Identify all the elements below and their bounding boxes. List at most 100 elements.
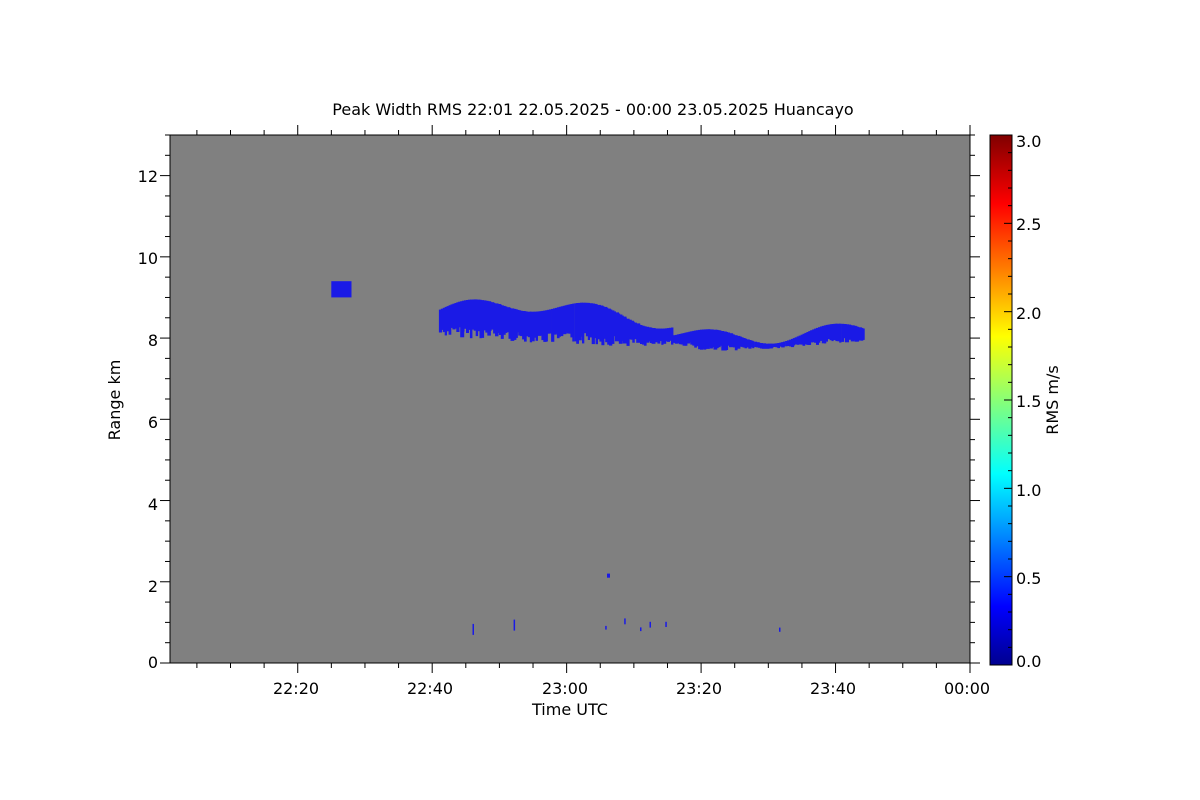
y-tick-label: 12	[138, 167, 158, 186]
y-tick-labels: 0 2 4 6 8 10 12	[138, 167, 158, 672]
x-tick-label: 22:40	[407, 679, 453, 698]
colorbar-ticks	[1004, 134, 1012, 666]
echo-cell	[752, 341, 755, 349]
echo-cell	[634, 322, 637, 340]
echo-cell	[454, 303, 458, 329]
echo-cell	[730, 333, 734, 347]
echo-cell	[777, 343, 780, 349]
echo-speck	[640, 627, 642, 632]
echo-cell	[788, 339, 792, 347]
echo-cell	[462, 300, 465, 332]
echo-cell	[535, 311, 538, 341]
colorbar-tick-label: 1.5	[1016, 392, 1041, 411]
x-tick-label: 00:00	[944, 679, 990, 698]
echo-cell	[823, 325, 827, 344]
echo-cell	[564, 305, 567, 333]
echo-cell	[520, 310, 523, 337]
echo-cell	[502, 305, 506, 335]
echo-cell	[781, 342, 785, 348]
colorbar-label: RMS m/s	[1043, 365, 1062, 434]
echo-cell	[498, 304, 502, 335]
echo-cell	[754, 341, 758, 348]
echo-cell	[495, 303, 499, 337]
echo-cell	[448, 305, 452, 335]
echo-cell	[626, 318, 630, 346]
echo-cell	[671, 327, 674, 345]
echo-cell	[516, 309, 520, 333]
echo-cell	[725, 332, 729, 350]
echo-cell	[746, 339, 750, 348]
echo-speck	[472, 623, 474, 635]
echo-cell	[471, 299, 475, 330]
echo-cell	[792, 338, 796, 346]
echo-cell	[566, 304, 570, 334]
echo-cell	[769, 343, 773, 349]
echo-cell	[816, 327, 819, 345]
echo-cell	[609, 309, 613, 346]
echo-cell	[554, 307, 558, 334]
echo-cell	[667, 328, 670, 342]
echo-cell	[438, 309, 442, 333]
colorbar-tick-label: 1.0	[1016, 481, 1041, 500]
echo-cell	[562, 305, 567, 335]
echo-cell	[748, 340, 752, 349]
echo-cell	[649, 327, 653, 343]
echo-cell	[684, 332, 688, 346]
echo-cell	[707, 329, 711, 347]
echo-cell	[587, 302, 590, 340]
echo-cell	[843, 324, 847, 339]
echo-cell	[452, 303, 456, 330]
echo-cell	[800, 334, 803, 345]
echo-cell	[514, 309, 518, 338]
y-tick-label: 2	[148, 577, 158, 596]
echo-cell	[622, 316, 627, 344]
echo-cell	[837, 323, 841, 342]
y-tick-label: 0	[148, 653, 158, 672]
echo-cell	[750, 340, 754, 348]
echo-cell	[647, 327, 652, 342]
echo-speck	[779, 627, 781, 632]
echo-cell	[491, 302, 495, 330]
echo-cell	[690, 331, 693, 345]
echo-cell	[818, 327, 821, 343]
echo-cell	[783, 341, 786, 347]
echo-layer	[331, 281, 865, 635]
echo-cell	[812, 329, 816, 343]
echo-cell	[446, 306, 450, 332]
echo-cell	[493, 302, 496, 334]
echo-cell	[580, 302, 583, 337]
echo-cell	[456, 302, 460, 332]
echo-cell	[763, 343, 767, 348]
echo-cell	[700, 329, 704, 350]
echo-cell	[742, 338, 746, 348]
chart-title: Peak Width RMS 22:01 22.05.2025 - 00:00 …	[332, 100, 853, 119]
echo-speck	[665, 621, 667, 627]
echo-cell	[560, 306, 564, 337]
echo-cell	[854, 326, 858, 342]
echo-cell	[489, 301, 492, 331]
echo-cell	[651, 328, 656, 344]
echo-cell	[440, 308, 444, 330]
echo-cell	[819, 326, 823, 341]
echo-cell	[585, 302, 589, 337]
echo-cell	[808, 331, 812, 345]
echo-cell	[758, 342, 761, 348]
echo-cell	[444, 306, 447, 336]
echo-cell	[645, 326, 650, 343]
x-tick-label: 22:20	[273, 679, 319, 698]
echo-cell	[790, 338, 795, 348]
echo-cell	[487, 301, 491, 336]
echo-speck	[605, 625, 607, 630]
echo-cell	[545, 310, 548, 342]
echo-cell	[732, 334, 736, 348]
echo-cell	[661, 328, 664, 345]
echo-cell	[723, 331, 727, 351]
echo-cell	[450, 304, 454, 328]
echo-cell	[744, 338, 748, 349]
echo-cell	[856, 326, 860, 342]
x-tick-labels: 22:20 22:40 23:00 23:20 23:40 00:00	[273, 679, 990, 698]
echo-cell	[835, 323, 838, 342]
y-tick-label: 10	[138, 249, 158, 268]
colorbar-tick-label: 0.5	[1016, 569, 1041, 588]
echo-cell	[481, 300, 485, 338]
